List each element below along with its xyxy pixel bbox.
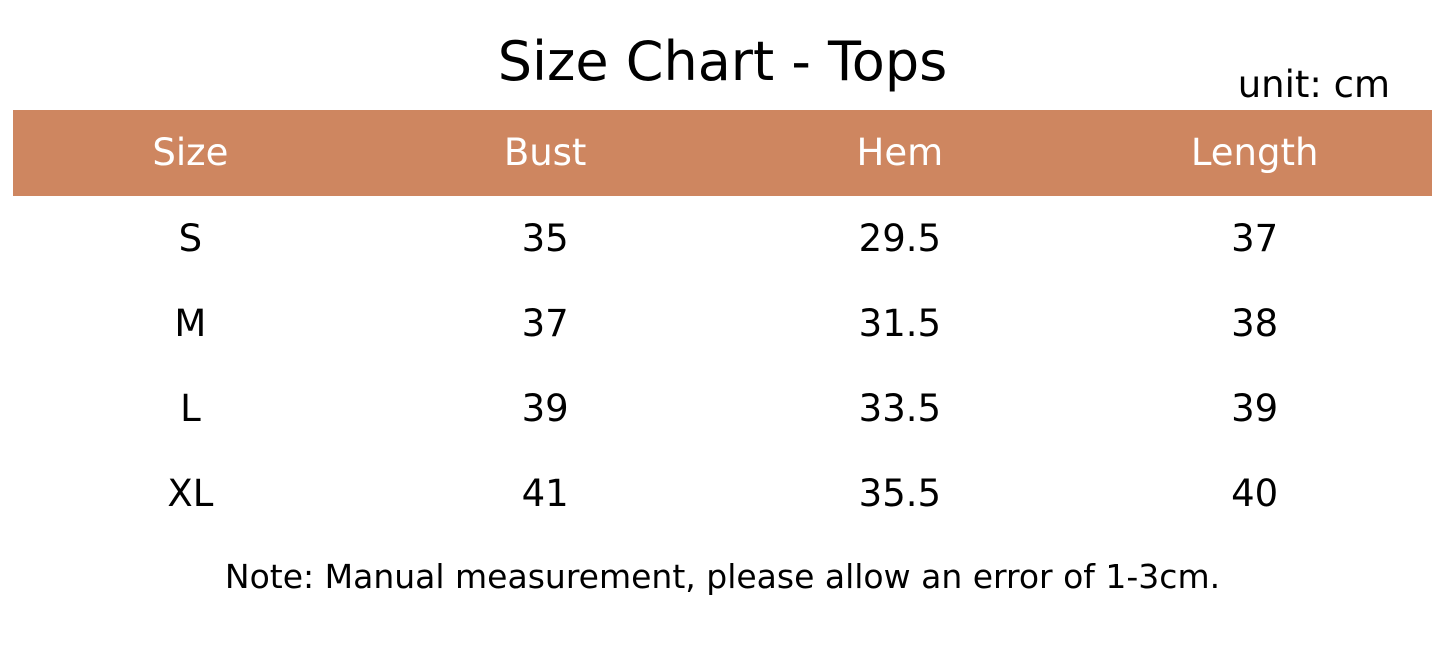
unit-label: unit: cm [1237, 63, 1390, 106]
cell-hem: 35.5 [858, 472, 942, 515]
cell-length: 39 [1231, 387, 1279, 430]
column-header-size: Size [152, 131, 229, 174]
cell-hem: 31.5 [858, 302, 942, 345]
cell-bust: 39 [521, 387, 569, 430]
page-title: Size Chart - Tops [497, 30, 948, 93]
cell-hem: 29.5 [858, 217, 942, 260]
table-row: M 37 31.5 38 [13, 281, 1432, 366]
column-header-hem: Hem [856, 131, 944, 174]
cell-size: S [178, 217, 203, 260]
cell-bust: 35 [521, 217, 569, 260]
table-row: S 35 29.5 37 [13, 196, 1432, 281]
table-header: Size Bust Hem Length [13, 110, 1432, 196]
table-row: L 39 33.5 39 [13, 366, 1432, 451]
cell-length: 38 [1231, 302, 1279, 345]
measurement-note: Note: Manual measurement, please allow a… [224, 557, 1221, 596]
table-row: XL 41 35.5 40 [13, 451, 1432, 536]
column-header-length: Length [1190, 131, 1319, 174]
cell-size: L [180, 387, 201, 430]
cell-bust: 37 [521, 302, 569, 345]
cell-length: 37 [1231, 217, 1279, 260]
size-table: Size Bust Hem Length S 35 29.5 37 M 37 3… [13, 110, 1432, 536]
cell-bust: 41 [521, 472, 569, 515]
cell-size: XL [167, 472, 214, 515]
cell-size: M [174, 302, 207, 345]
column-header-bust: Bust [503, 131, 587, 174]
cell-hem: 33.5 [858, 387, 942, 430]
cell-length: 40 [1231, 472, 1279, 515]
